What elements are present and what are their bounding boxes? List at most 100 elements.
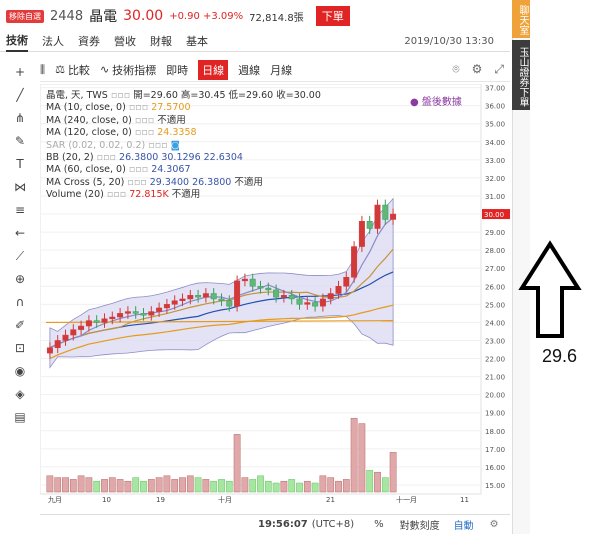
tab-technical[interactable]: 技術 (6, 32, 28, 52)
candle-body (70, 329, 77, 336)
pattern-icon[interactable]: ⋈ (14, 180, 26, 194)
price-tick-label: 28.00 (485, 247, 505, 255)
candle-body (351, 246, 358, 278)
volume-bar (155, 477, 163, 493)
eye-icon[interactable]: ◉ (14, 364, 26, 378)
volume-bar (272, 482, 280, 493)
drawing-toolbar: + ╱ ⋔ ✎ T ⋈ ≡ ← ⟋ ⊕ ∩ ✐ ⊡ ◉ ◈ ▤ (10, 62, 32, 430)
candle-body (366, 221, 373, 229)
date-tick-label: 11 (460, 496, 469, 504)
candle-body (241, 278, 248, 282)
remove-watchlist-button[interactable]: 移除自選 (6, 9, 44, 23)
magnet-icon[interactable]: ∩ (15, 295, 25, 309)
legend-macross-values: 29.3400 26.3800 (149, 176, 232, 188)
side-panel (512, 0, 530, 534)
compare-button[interactable]: ⚖ 比較 (55, 62, 90, 78)
up-arrow-icon (518, 240, 582, 338)
ruler-icon[interactable]: ⟋ (15, 248, 25, 263)
volume-bar (85, 477, 93, 493)
legend-ma60-value: 24.3067 (151, 164, 191, 176)
price-chart[interactable]: 37.00 36.00 35.00 34.00 33.00 32.00 31.00 30.00… (40, 84, 510, 514)
legend-main: 晶電, 天, TWS (46, 90, 108, 101)
volume-bar (381, 477, 389, 493)
fibonacci-icon[interactable]: ≡ (14, 203, 26, 217)
date-tick-label: 十一月 (396, 495, 417, 504)
candle-body (93, 320, 100, 323)
candle-body (124, 311, 131, 314)
volume-bar (264, 480, 272, 493)
volume-bar (350, 417, 358, 493)
candle-body (257, 286, 264, 289)
tab-margin[interactable]: 資券 (78, 34, 100, 48)
date-tick-label: 十月 (218, 495, 232, 504)
volume-bar (46, 475, 54, 493)
volume-bar (319, 475, 327, 493)
candle-body (319, 298, 326, 307)
price-tick-label: 23.00 (485, 337, 505, 345)
lock-icon[interactable]: ⊡ (14, 341, 26, 355)
volume-bar (202, 479, 210, 493)
volume-bar (210, 480, 218, 493)
candle-body (109, 316, 116, 320)
volume-bar (77, 475, 85, 493)
legend-ma60: MA (60, close, 0) (46, 164, 126, 176)
stock-price: 30.00 (123, 8, 164, 24)
tab-basic[interactable]: 基本 (186, 34, 208, 48)
price-tick-label: 35.00 (485, 121, 505, 129)
daily-button[interactable]: 日線 (198, 59, 229, 80)
legend-ma120-value: 24.3358 (157, 127, 197, 139)
candle-body (273, 289, 280, 298)
gear-icon[interactable]: ⚙ (489, 519, 499, 530)
candle-body (156, 307, 163, 312)
crosshair-icon[interactable]: + (14, 65, 26, 79)
price-change: +0.90 +3.09% (169, 10, 244, 22)
log-scale-toggle[interactable]: 對數刻度 (399, 521, 440, 532)
trendline-icon[interactable]: ╱ (16, 88, 24, 102)
intraday-button[interactable]: 即時 (166, 63, 189, 77)
tab-revenue[interactable]: 營收 (114, 34, 136, 48)
volume-bar (303, 480, 311, 493)
price-tick-label: 36.00 (485, 103, 505, 111)
layers-icon[interactable]: ◈ (15, 387, 25, 401)
text-icon[interactable]: T (16, 157, 24, 171)
monthly-button[interactable]: 月線 (270, 63, 293, 77)
volume-bar (171, 479, 179, 493)
volume-bar (311, 482, 319, 493)
price-tick-label: 25.00 (485, 301, 505, 309)
tab-institutional[interactable]: 法人 (42, 34, 64, 48)
auto-scale-toggle[interactable]: 自動 (453, 521, 474, 532)
candle-body (163, 304, 170, 309)
back-arrow-icon[interactable]: ← (14, 226, 26, 240)
chart-status-bar: 19:56:07 (UTC+8) % 對數刻度 自動 ⚙ (40, 514, 510, 534)
chat-room-button[interactable]: 聊天室 (512, 0, 530, 38)
weekly-button[interactable]: 週線 (238, 63, 261, 77)
broker-order-button[interactable]: 玉山證券下單 (512, 40, 530, 110)
volume-bar (241, 477, 249, 493)
trash-icon[interactable]: ▤ (14, 410, 26, 424)
percent-toggle[interactable]: % (374, 519, 384, 530)
fullscreen-icon[interactable]: ⤢ (494, 62, 504, 76)
candle-body (62, 334, 69, 341)
volume-bar (327, 477, 335, 493)
candle-body (202, 293, 209, 298)
volume-bar (225, 480, 233, 493)
volume-bar (218, 479, 225, 493)
fork-icon[interactable]: ⋔ (14, 111, 26, 125)
zoom-icon[interactable]: ⊕ (14, 272, 26, 286)
lock-pencil-icon[interactable]: ✐ (14, 318, 26, 332)
quote-header: 移除自選 2448 晶電 30.00 +0.90 +3.09% 72,814.8… (0, 0, 510, 32)
tab-financials[interactable]: 財報 (150, 34, 172, 48)
camera-icon[interactable]: ⌾ (452, 62, 460, 76)
volume-bar (93, 480, 101, 493)
ma-line-orange (49, 304, 394, 360)
indicators-button[interactable]: ∿ 技術指標 (100, 62, 156, 78)
price-tick-label: 22.00 (485, 356, 505, 364)
settings-icon[interactable]: ⚙ (471, 62, 483, 76)
price-tick-label: 37.00 (485, 85, 505, 93)
indicators-label: 技術指標 (112, 63, 157, 77)
order-button[interactable]: 下單 (315, 6, 350, 26)
brush-icon[interactable]: ✎ (14, 134, 26, 148)
volume-bar (101, 479, 108, 493)
candle-type-icon[interactable]: ⫼ (40, 62, 46, 76)
price-tick-label: 31.00 (485, 193, 505, 201)
